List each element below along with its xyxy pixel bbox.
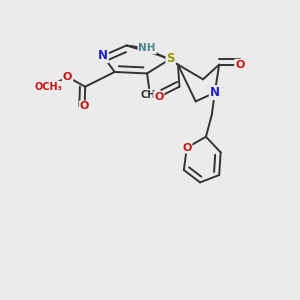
Text: O: O (80, 101, 89, 111)
Text: CH₃: CH₃ (140, 90, 160, 100)
Text: O: O (63, 72, 72, 82)
Text: NH: NH (138, 44, 156, 53)
Text: N: N (210, 86, 220, 99)
Text: OCH₃: OCH₃ (34, 82, 62, 92)
Text: S: S (167, 52, 175, 65)
Text: O: O (154, 92, 164, 102)
Text: O: O (235, 60, 244, 70)
Text: O: O (182, 142, 191, 153)
Text: N: N (98, 49, 108, 62)
